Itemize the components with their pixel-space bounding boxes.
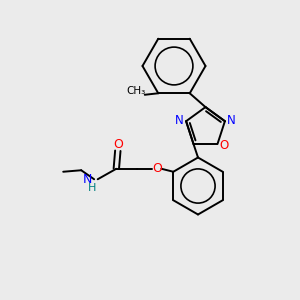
Text: O: O bbox=[220, 139, 229, 152]
Text: O: O bbox=[113, 138, 123, 151]
Text: O: O bbox=[152, 162, 162, 175]
Text: N: N bbox=[83, 173, 92, 186]
Text: N: N bbox=[175, 114, 184, 127]
Text: H: H bbox=[88, 183, 97, 193]
Text: CH₃: CH₃ bbox=[126, 86, 146, 96]
Text: N: N bbox=[227, 114, 236, 127]
